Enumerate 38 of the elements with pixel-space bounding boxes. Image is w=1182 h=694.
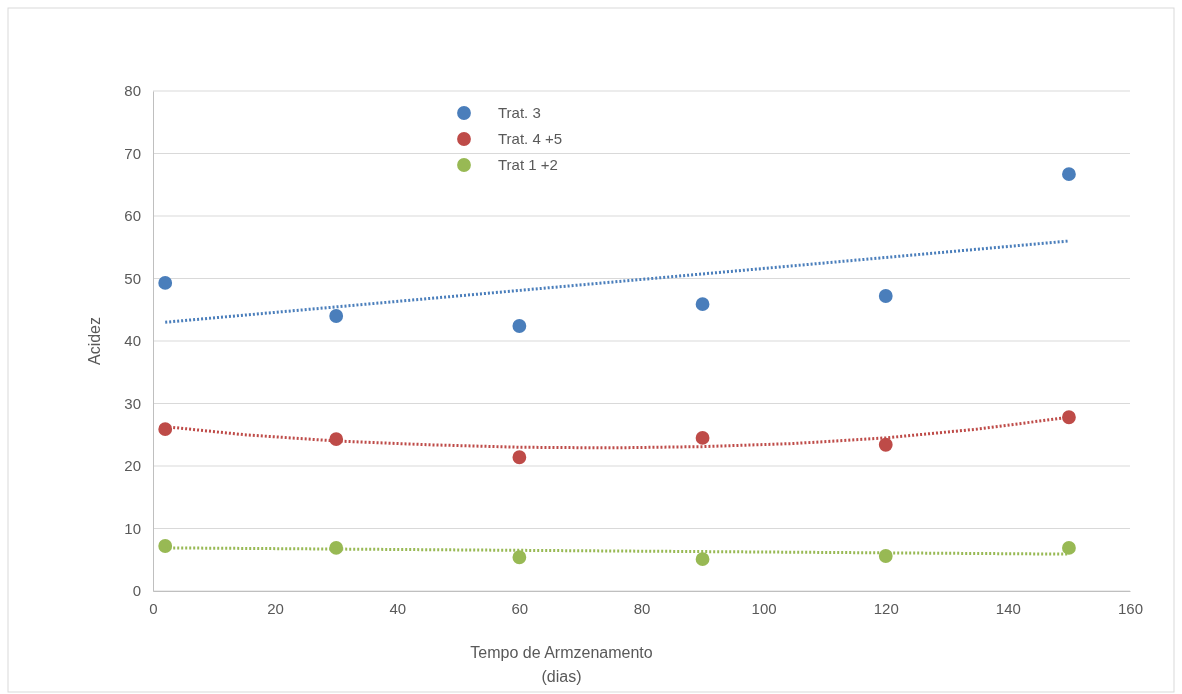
- point: [512, 319, 527, 333]
- y-tick-label: 0: [132, 582, 141, 600]
- point: [878, 437, 893, 452]
- point: [158, 539, 173, 553]
- point: [1062, 540, 1076, 555]
- y-tick-label: 10: [124, 519, 141, 537]
- x-tick-label: 160: [1117, 599, 1144, 617]
- point: [512, 450, 527, 465]
- point: [158, 275, 173, 290]
- legend-label: Trat. 3: [498, 104, 541, 121]
- point: [1062, 410, 1076, 425]
- point: [695, 430, 710, 445]
- y-axis-title: Acidez: [86, 316, 103, 366]
- y-tick-label: 40: [124, 332, 141, 350]
- point: [695, 552, 710, 567]
- y-tick-label: 80: [124, 82, 141, 100]
- point: [512, 550, 527, 565]
- point: [878, 289, 893, 303]
- y-tick-label: 20: [124, 457, 141, 475]
- legend-label: Trat 1 +2: [498, 156, 558, 173]
- y-tick-label: 70: [124, 144, 141, 162]
- x-tick-label: 60: [511, 599, 529, 617]
- point: [1062, 167, 1076, 182]
- legend-label: Trat. 4 +5: [498, 130, 563, 147]
- point: [695, 297, 710, 312]
- point: [329, 309, 344, 323]
- x-tick-label: 120: [873, 599, 899, 617]
- x-tick-label: 80: [633, 599, 651, 617]
- x-tick-label: 100: [751, 599, 777, 617]
- x-tick-label: 0: [149, 599, 158, 617]
- x-tick-label: 40: [389, 599, 407, 617]
- y-tick-label: 30: [124, 394, 141, 412]
- x-tick-label: 20: [267, 599, 284, 617]
- x-tick-label: 140: [995, 599, 1021, 617]
- y-tick-label: 60: [124, 207, 141, 225]
- point: [158, 422, 173, 437]
- y-tick-label: 50: [124, 269, 141, 287]
- x-axis-title: Tempo de Armzenamento (dias): [470, 644, 653, 685]
